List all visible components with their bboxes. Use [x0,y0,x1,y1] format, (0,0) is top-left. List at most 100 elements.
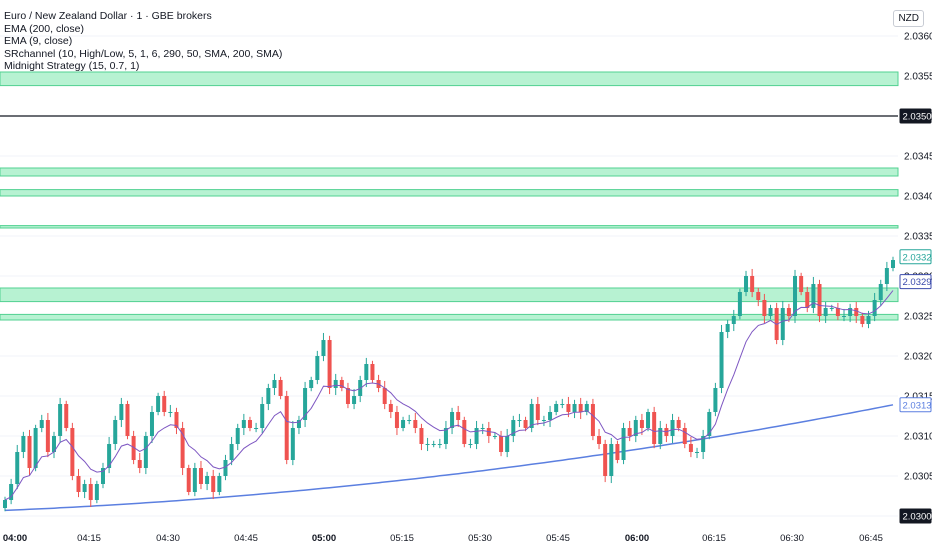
candle-body [615,444,620,460]
ema-200-line-group [4,404,894,512]
candle-body [450,412,455,428]
y-tick-label: 2.03450 [904,152,932,163]
candle-body [198,468,203,484]
candle-body [192,468,197,492]
candle-body [431,444,436,445]
candle-body [3,500,7,508]
candle-body [639,420,644,428]
y-tick-label: 2.03250 [904,312,932,323]
candle-body [284,396,289,460]
candle-body [701,436,706,452]
sr-zone [0,225,899,229]
candle-body [572,404,577,412]
candle-body [842,316,847,317]
candle-body [695,452,700,453]
chart-symbol-title[interactable]: Euro / New Zealand Dollar · 1 · GBE brok… [4,10,212,22]
candle-body [364,364,369,380]
candle-body [707,412,712,436]
candle-body [352,396,357,404]
x-tick-label: 05:15 [390,533,414,544]
candle-body [303,388,308,420]
candle-body [149,412,154,436]
candle-body [744,276,749,292]
candle-body [823,308,828,316]
candle-body [223,460,228,476]
candle-body [578,404,583,412]
candle-body [817,284,822,316]
candle-body [878,284,883,300]
candle-body [94,484,99,500]
y-tick-label: 2.03600 [904,32,932,43]
indicator-srchannel[interactable]: SRchannel (10, High/Low, 5, 1, 6, 290, 5… [4,47,283,60]
candle-body [627,428,632,436]
sr-zone [0,189,899,197]
x-tick-label: 04:30 [156,533,180,544]
candle-body [321,340,326,356]
candle-body [211,476,216,492]
x-tick-label: 05:30 [468,533,492,544]
x-tick-label: 04:00 [3,533,27,544]
x-tick-label: 04:45 [234,533,258,544]
candle-body [646,412,651,428]
bottom-level-label: 2.03000 [903,512,932,523]
candle-body [345,388,350,404]
candle-body [162,396,167,412]
candle-body [835,308,840,316]
candle-body [682,428,687,444]
ema-9-line-group [4,290,894,501]
candle-body [107,444,112,468]
axis-label-ema200: 2.03139 [903,400,932,411]
candle-body [131,436,136,460]
indicator-midnight-strategy[interactable]: Midnight Strategy (15, 0.7, 1) [4,60,140,73]
candle-body [125,404,130,436]
candle-body [658,428,663,444]
sr-zone [0,71,899,87]
candle-body [70,428,75,476]
candle-body [768,308,773,316]
x-axis: 04:00 04:15 04:30 04:45 05:00 05:15 05:30 05:45… [3,533,883,544]
candle-body [156,396,161,412]
sr-zone [0,287,899,303]
candle-body [676,420,681,428]
candle-body [670,420,675,436]
candle-body [566,404,571,412]
candle-body [333,380,338,388]
indicator-ema-200[interactable]: EMA (200, close) [4,22,84,35]
candle-body [443,428,448,444]
price-labels: 2.03500 2.03000 2.03324 2.03293 2.03139 [899,108,932,524]
currency-button[interactable]: NZD [893,10,924,27]
candle-body [713,388,718,412]
sr-zone [0,313,899,321]
candle-body [548,412,553,420]
axis-label-price-box [899,249,932,265]
candle-body [756,292,761,300]
candle-body [505,436,510,452]
candle-body [39,420,44,428]
candle-body [860,316,865,324]
candle-body [554,404,559,412]
candle-body [499,436,504,452]
candle-body [272,380,277,388]
candle-body [560,404,565,405]
candle-body [296,420,301,428]
candle-body [260,404,265,428]
indicator-ema-9[interactable]: EMA (9, close) [4,35,73,48]
candle-body [688,444,693,452]
candle-body [309,380,314,388]
sr-zone [0,167,899,177]
candle-body [609,444,614,476]
axis-label-ema9: 2.03293 [903,277,932,288]
candle-body [884,268,889,284]
candle-body [780,308,785,340]
candle-body [174,412,179,428]
candle-body [119,404,124,420]
candle-body [290,428,295,460]
candle-body [82,484,87,492]
candle-body [652,412,657,444]
candle-body [523,420,528,428]
candle-body [541,420,546,421]
candle-body [235,428,240,444]
candle-body [168,412,173,413]
y-tick-label: 2.03100 [904,432,932,443]
